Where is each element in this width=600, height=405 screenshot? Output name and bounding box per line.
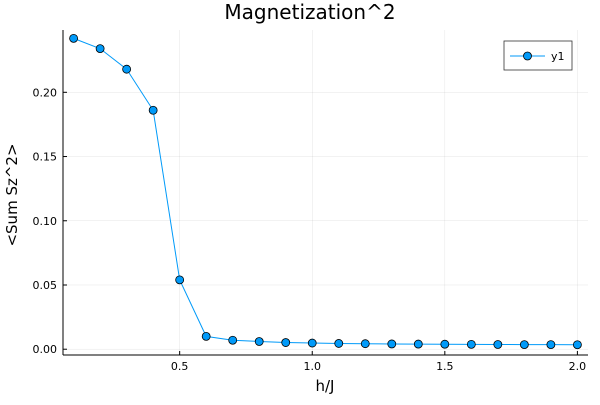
series-line-y1 [73,37,578,346]
data-point [95,44,105,54]
data-point [572,340,582,350]
data-point [69,33,79,43]
data-point [201,331,211,341]
data-point [148,105,158,115]
data-point [228,335,238,345]
data-point [175,275,185,285]
x-tick-label: 1.0 [303,360,321,373]
data-point [307,338,317,348]
x-axis-label: h/J [316,377,335,395]
x-tick-label: 0.5 [171,360,189,373]
y-tick-label: 0.20 [33,86,58,99]
grid [63,30,588,355]
data-point [413,339,423,349]
x-tick-label: 1.5 [436,360,454,373]
series-layer [69,33,582,350]
data-point [519,340,529,349]
data-point [122,64,132,74]
x-tick-label: 2.0 [569,360,587,373]
data-point [546,340,556,349]
data-point [360,339,370,349]
data-point [254,337,264,346]
data-point [466,339,476,349]
legend: y1 [503,40,573,71]
data-point [387,339,397,349]
legend-marker-y1 [523,51,532,61]
legend-label-y1: y1 [551,50,565,63]
data-point [281,338,291,347]
x-ticks: 0.5 1.0 1.5 2.0 [171,351,586,373]
data-point [493,340,503,349]
y-tick-label: 0.15 [33,151,58,164]
y-ticks: 0.00 0.05 0.10 0.15 0.20 [33,86,67,356]
y-tick-label: 0.10 [33,215,58,228]
data-point [334,339,344,348]
data-point [440,339,450,349]
y-tick-label: 0.00 [33,343,58,356]
y-tick-label: 0.05 [33,279,58,292]
chart-title: Magnetization^2 [224,0,395,24]
y-axis-label: <Sum Sz^2> [3,143,21,246]
axes [62,30,588,356]
